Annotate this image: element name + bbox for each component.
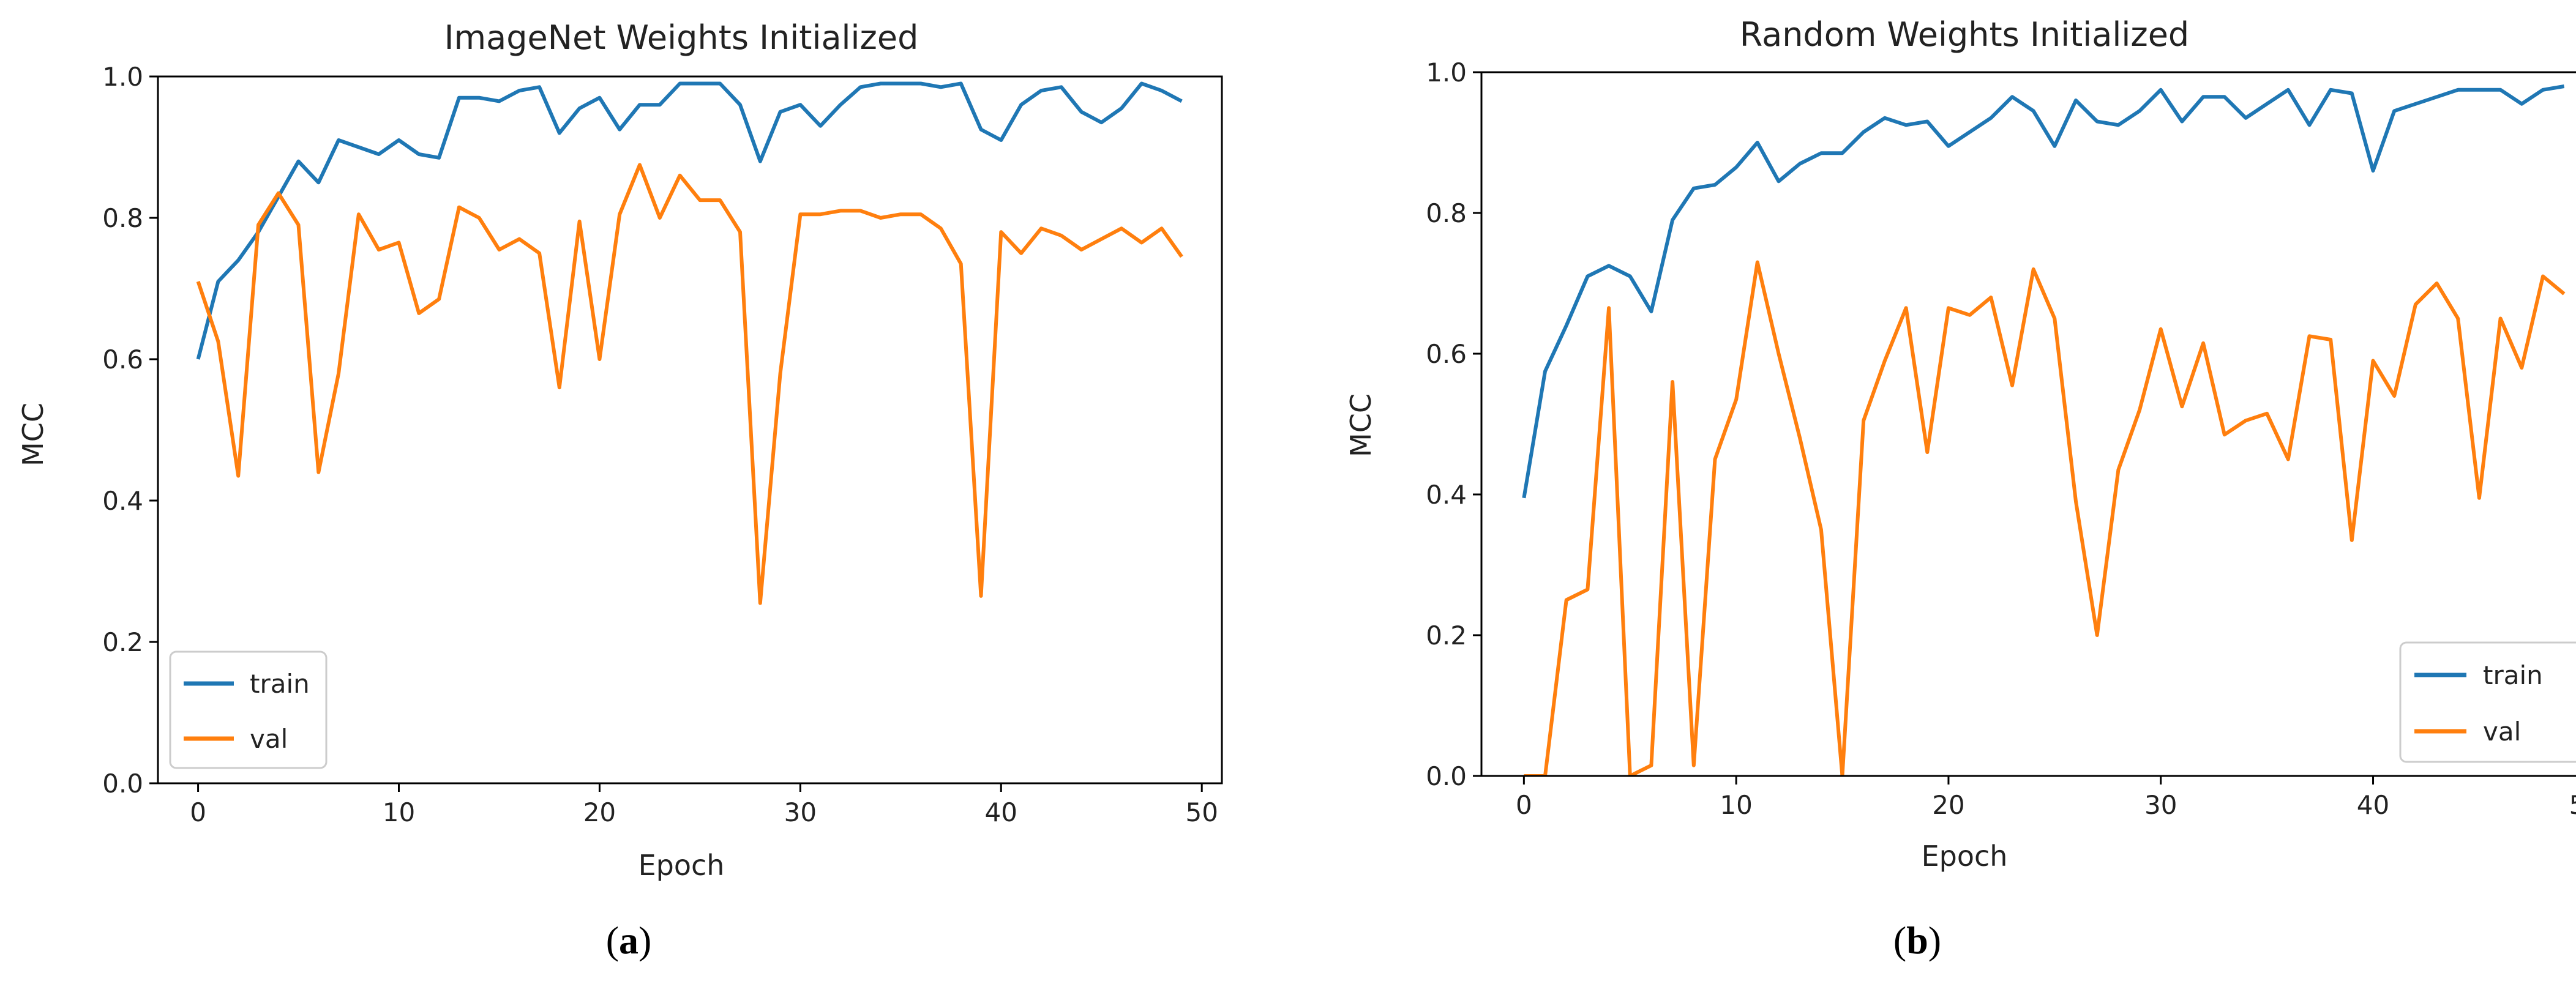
x-tick-label: 10	[383, 797, 415, 827]
chart-title: Random Weights Initialized	[1740, 15, 2189, 54]
caption-a-letter: a	[619, 919, 638, 962]
x-tick-label: 40	[2357, 790, 2389, 820]
ticks-group: 0 10 20 30 40 50 0.0 0.2 0.4 0.6 0.8 1.0	[1426, 58, 2576, 820]
x-axis-label: Epoch	[1922, 840, 2008, 873]
series-line-val	[1524, 260, 2566, 776]
y-tick-label: 0.0	[102, 769, 143, 799]
x-tick-label: 50	[1185, 797, 1218, 827]
x-axis-label: Epoch	[638, 849, 725, 882]
y-tick-label: 0.6	[102, 345, 143, 375]
caption-b-letter: b	[1906, 919, 1928, 962]
legend-label-val: val	[250, 724, 288, 754]
y-axis-label: MCC	[1344, 393, 1377, 457]
legend: train val	[169, 650, 328, 769]
x-tick-label: 30	[2144, 790, 2177, 820]
legend: train val	[2399, 641, 2576, 763]
y-tick-label: 0.4	[102, 486, 143, 516]
series-line-train	[196, 81, 1183, 360]
ticks-group: 0 10 20 30 40 50 0.0 0.2 0.4 0.6 0.8 1.0	[102, 62, 1218, 827]
x-tick-label: 30	[784, 797, 817, 827]
y-tick-label: 0.4	[1426, 480, 1467, 510]
x-tick-label: 40	[985, 797, 1017, 827]
x-tick-label: 50	[2569, 790, 2576, 820]
caption-a: (a)	[605, 919, 652, 962]
y-tick-label: 0.2	[1426, 621, 1467, 650]
legend-label-val: val	[2483, 717, 2521, 747]
y-tick-label: 1.0	[102, 62, 143, 92]
plot-frame	[1480, 71, 2576, 777]
chart-title: ImageNet Weights Initialized	[444, 18, 919, 57]
x-tick-label: 0	[190, 797, 206, 827]
x-tick-label: 20	[583, 797, 616, 827]
chart-imagenet: ImageNet Weights Initialized MCC Epoch 0…	[17, 18, 1223, 882]
plot-frame	[157, 75, 1223, 785]
lines-group	[1522, 84, 2566, 776]
y-tick-label: 0.0	[1426, 761, 1467, 791]
x-tick-label: 0	[1516, 790, 1532, 820]
series-line-train	[1522, 84, 2565, 499]
caption-b: (b)	[1893, 919, 1942, 962]
x-tick-label: 20	[1932, 790, 1964, 820]
legend-label-train: train	[2483, 660, 2543, 690]
legend-label-train: train	[250, 669, 310, 699]
y-tick-label: 1.0	[1426, 58, 1467, 88]
y-tick-label: 0.8	[1426, 198, 1467, 228]
lines-group	[196, 81, 1183, 605]
chart-random: Random Weights Initialized MCC Epoch 0 10…	[1344, 15, 2576, 873]
series-line-val	[196, 163, 1183, 605]
y-tick-label: 0.2	[102, 627, 143, 657]
y-tick-label: 0.8	[102, 203, 143, 233]
x-tick-label: 10	[1720, 790, 1752, 820]
y-tick-label: 0.6	[1426, 339, 1467, 369]
y-axis-label: MCC	[17, 403, 50, 466]
